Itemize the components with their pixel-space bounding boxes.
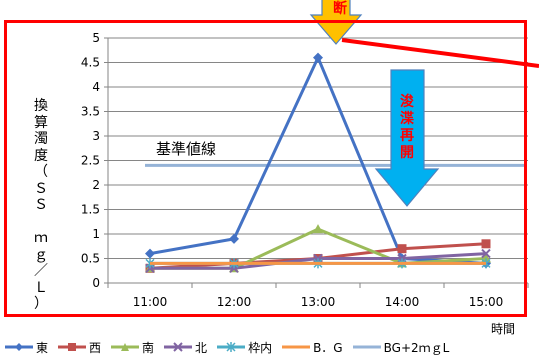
legend-item: 西: [57, 339, 101, 356]
y-tick-label: 2: [92, 178, 100, 192]
legend-label: 南: [142, 340, 155, 355]
point-marker: [397, 244, 407, 254]
point-marker: [68, 343, 77, 351]
x-tick-label: 15:00: [469, 295, 504, 309]
y-axis-label-char: Ｓ: [34, 197, 48, 213]
y-tick-label: 1.5: [81, 203, 100, 217]
stop-arrow-label: 断: [333, 1, 347, 17]
highlight-frame: [4, 20, 527, 317]
resume-arrow: [374, 69, 440, 207]
point-marker: [121, 343, 130, 351]
y-axis-label-char: 算: [34, 114, 48, 131]
y-tick-label: 5: [92, 31, 100, 45]
point-marker: [15, 343, 23, 351]
resume-arrow-label-char: 開: [400, 145, 414, 161]
legend-swatch: [352, 345, 381, 349]
resume-arrow-label-char: 再: [400, 128, 414, 144]
point-marker: [481, 239, 491, 249]
y-tick-label: 1: [92, 227, 100, 241]
legend-item: BG+2ｍｇL: [352, 339, 450, 356]
y-axis-label-char: ｍ: [34, 230, 48, 246]
x-tick-label: 14:00: [385, 295, 420, 309]
y-tick-label: 3.5: [81, 105, 100, 119]
y-tick-label: 2.5: [81, 154, 100, 168]
y-tick-label: 4.5: [81, 56, 100, 70]
legend-swatch-marker: [121, 343, 130, 351]
y-axis-label-char: 換: [34, 98, 48, 114]
resume-arrow-label-char: 浚: [400, 94, 414, 110]
legend-swatch-marker: [68, 343, 77, 351]
legend-label: 北: [195, 340, 208, 355]
legend-label: 東: [36, 340, 49, 355]
legend-item: 北: [163, 339, 207, 356]
legend-label: B．G: [313, 340, 343, 355]
legend-swatch: [217, 342, 246, 352]
callout-line: [341, 38, 539, 68]
legend-item: B．G: [281, 339, 343, 356]
y-axis-label-char: Ｌ: [34, 279, 48, 296]
legend-label: 西: [89, 340, 102, 355]
point-marker: [229, 233, 239, 244]
y-tick-label: 4: [92, 80, 100, 94]
y-axis-label-char: （: [34, 164, 48, 180]
legend-label: 枠内: [248, 340, 273, 355]
y-axis-label: 換算濁度（Ｓ Ｓ ｍ ｇ ／ Ｌ）: [30, 98, 52, 313]
x-tick-label: 12:00: [217, 295, 252, 309]
legend-swatch: [111, 343, 140, 351]
x-axis-title: 時間: [491, 322, 516, 336]
legend-swatch: [58, 343, 87, 351]
y-axis-label-char: ／: [34, 263, 48, 279]
y-axis-label-char: 度: [34, 147, 48, 164]
legend-swatch: [282, 345, 311, 349]
x-tick-label: 11:00: [133, 295, 168, 309]
point-marker: [145, 248, 155, 259]
legend-swatch-marker: [226, 342, 236, 352]
legend-swatch: [164, 342, 193, 352]
y-tick-label: 0.5: [81, 252, 100, 266]
chart-legend: 東 西 南 北 枠内 B．G BG+2ｍｇL: [4, 336, 458, 358]
legend-label: BG+2ｍｇL: [383, 340, 450, 355]
y-axis-label-char: [30, 214, 52, 231]
legend-swatch: [5, 343, 33, 351]
legend-swatch-marker: [173, 342, 183, 352]
legend-swatch-marker: [15, 343, 23, 351]
legend-item: 南: [110, 339, 154, 356]
point-marker: [313, 224, 323, 234]
point-marker: [313, 52, 323, 63]
y-axis-label-char: ）: [34, 296, 48, 312]
y-tick-label: 0: [92, 276, 100, 290]
resume-arrow-label: 浚渫再開: [396, 94, 418, 162]
y-axis-label-char: Ｓ: [34, 180, 48, 197]
y-axis-label-char: 濁: [34, 131, 48, 147]
point-marker: [226, 342, 236, 352]
x-tick-label: 13:00: [301, 295, 336, 309]
point-marker: [173, 342, 183, 352]
reference-line-label: 基準値線: [156, 140, 217, 158]
resume-arrow-label-char: 渫: [400, 111, 414, 127]
point-marker: [481, 248, 491, 259]
y-axis-label-char: ｇ: [34, 246, 48, 263]
legend-item: 枠内: [216, 339, 272, 356]
y-tick-label: 3: [92, 129, 100, 143]
legend-item: 東: [4, 339, 48, 356]
